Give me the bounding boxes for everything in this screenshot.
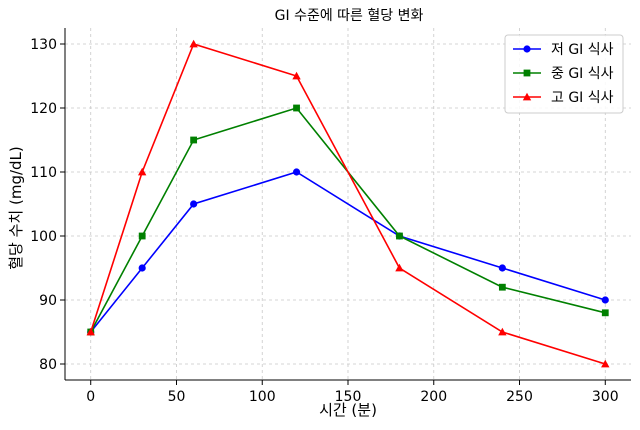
y-tick-label: 120 xyxy=(30,101,57,117)
data-point xyxy=(601,359,610,368)
data-point xyxy=(138,232,146,240)
y-tick-label: 110 xyxy=(30,165,57,181)
legend-label: 중 GI 식사 xyxy=(551,66,614,82)
legend: 저 GI 식사중 GI 식사고 GI 식사 xyxy=(504,34,624,114)
data-point xyxy=(292,71,301,80)
data-point xyxy=(601,309,609,317)
legend-label: 고 GI 식사 xyxy=(551,90,614,106)
data-point xyxy=(601,296,609,304)
legend-item: 중 GI 식사 xyxy=(513,66,614,82)
legend-item: 저 GI 식사 xyxy=(513,42,614,58)
legend-marker xyxy=(522,92,532,101)
legend-label: 저 GI 식사 xyxy=(551,42,614,58)
x-tick-label: 200 xyxy=(420,389,447,405)
x-tick-label: 300 xyxy=(592,389,619,405)
y-tick-label: 80 xyxy=(39,357,57,373)
data-point xyxy=(86,327,95,336)
y-axis-label: 혈당 수치 (mg/dL) xyxy=(7,146,25,270)
x-tick-label: 100 xyxy=(249,389,276,405)
data-point xyxy=(190,200,198,208)
x-tick-label: 0 xyxy=(86,389,95,405)
series-layer xyxy=(86,39,610,368)
y-tick-label: 130 xyxy=(30,37,57,53)
data-point xyxy=(498,264,506,272)
legend-marker xyxy=(523,69,531,77)
x-axis-label: 시간 (분) xyxy=(319,401,377,419)
data-point xyxy=(293,104,300,112)
x-tick-label: 250 xyxy=(506,389,533,405)
series-2 xyxy=(86,39,610,368)
y-tick-label: 90 xyxy=(39,293,57,309)
data-point xyxy=(292,168,301,176)
data-point xyxy=(137,167,147,176)
data-point xyxy=(396,232,403,240)
data-point xyxy=(395,263,404,272)
data-point xyxy=(190,136,198,144)
data-point xyxy=(138,264,146,272)
data-point xyxy=(498,327,507,336)
data-point xyxy=(189,39,198,48)
y-tick-label: 100 xyxy=(30,229,57,245)
legend-marker xyxy=(523,45,531,53)
legend-box xyxy=(504,34,624,114)
x-tick-label: 50 xyxy=(168,389,186,405)
axes: 0 50 100 150 200 250 300 80 90 100 110 120 130 xyxy=(30,28,631,405)
chart-title: GI 수준에 따른 혈당 변화 xyxy=(275,8,424,24)
legend-item: 고 GI 식사 xyxy=(513,90,614,106)
x-tick-label: 150 xyxy=(335,389,362,405)
data-point xyxy=(498,283,506,291)
